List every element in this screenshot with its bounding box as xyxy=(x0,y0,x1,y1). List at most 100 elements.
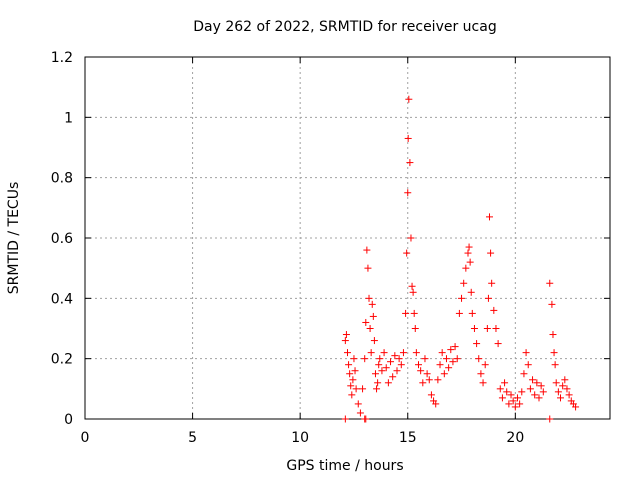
data-point xyxy=(397,361,405,369)
data-point xyxy=(488,279,496,287)
data-point xyxy=(382,364,390,372)
data-point xyxy=(366,325,374,332)
data-point xyxy=(505,400,513,408)
data-point xyxy=(550,349,558,357)
data-point xyxy=(369,312,377,320)
data-points xyxy=(341,95,580,423)
data-point xyxy=(417,367,425,375)
data-point xyxy=(367,349,375,357)
data-point xyxy=(511,403,519,411)
data-point xyxy=(362,415,370,423)
data-point xyxy=(565,391,573,399)
data-point xyxy=(546,279,554,287)
data-point xyxy=(365,294,373,302)
data-point xyxy=(451,343,459,351)
data-point xyxy=(466,258,474,266)
data-point xyxy=(354,400,362,408)
data-point xyxy=(526,385,534,393)
x-tick-label: 10 xyxy=(291,430,309,446)
data-point xyxy=(484,294,492,302)
data-point xyxy=(464,249,472,257)
data-point xyxy=(434,376,442,384)
data-point xyxy=(406,159,414,167)
data-point xyxy=(539,388,547,396)
data-point xyxy=(546,415,554,423)
data-point xyxy=(361,355,369,363)
data-point xyxy=(415,361,423,369)
data-point xyxy=(364,264,372,272)
x-tick-label: 20 xyxy=(506,430,524,446)
data-point xyxy=(375,361,383,369)
data-point xyxy=(341,415,349,423)
data-point xyxy=(371,370,379,378)
data-point xyxy=(449,358,457,366)
data-point xyxy=(516,400,524,408)
data-point xyxy=(363,246,371,254)
data-point xyxy=(349,376,357,384)
data-point xyxy=(359,385,367,393)
data-point xyxy=(378,367,386,375)
y-tick-label: 0 xyxy=(64,412,73,428)
data-point xyxy=(411,325,419,332)
data-point xyxy=(389,373,397,381)
data-point xyxy=(468,309,476,317)
data-point xyxy=(351,367,359,375)
y-tick-label: 0.2 xyxy=(51,352,73,368)
data-point xyxy=(470,325,478,332)
data-point xyxy=(483,325,491,332)
data-point xyxy=(438,349,446,357)
data-point xyxy=(455,309,463,317)
data-point xyxy=(475,355,483,363)
data-point xyxy=(387,358,395,366)
data-point xyxy=(341,337,349,345)
x-tick-label: 0 xyxy=(81,430,90,446)
data-point xyxy=(551,361,559,369)
y-tick-label: 0.6 xyxy=(51,231,73,247)
data-point xyxy=(494,340,502,348)
data-point xyxy=(537,382,545,390)
data-point xyxy=(498,394,506,402)
data-point xyxy=(380,349,388,357)
data-point xyxy=(402,309,410,317)
data-point xyxy=(344,349,351,357)
data-point xyxy=(346,370,354,378)
y-tick-label: 0.4 xyxy=(51,291,73,307)
data-point xyxy=(442,355,450,363)
data-point xyxy=(486,213,494,221)
data-point xyxy=(503,388,511,396)
data-point xyxy=(467,288,475,296)
data-point xyxy=(524,361,532,369)
data-point xyxy=(447,346,455,354)
data-point xyxy=(432,400,440,408)
data-point xyxy=(405,95,413,103)
data-point xyxy=(342,331,350,339)
data-point xyxy=(404,134,412,142)
data-point xyxy=(347,382,355,390)
data-point xyxy=(391,352,399,360)
data-point xyxy=(496,385,504,393)
data-point xyxy=(374,379,382,387)
data-point xyxy=(421,355,429,363)
data-point xyxy=(561,376,569,384)
x-tick-label: 15 xyxy=(399,430,417,446)
y-axis-label: SRMTID / TECUs xyxy=(6,182,22,295)
data-point xyxy=(399,349,407,357)
data-point xyxy=(362,318,370,326)
y-tick-label: 1.2 xyxy=(51,50,73,66)
data-point xyxy=(473,340,481,348)
data-point xyxy=(407,234,415,242)
data-point xyxy=(352,385,360,393)
data-point xyxy=(563,385,571,393)
data-point xyxy=(348,391,356,399)
data-point xyxy=(462,264,470,272)
data-point xyxy=(440,370,448,378)
data-point xyxy=(501,379,509,387)
data-point xyxy=(513,394,521,402)
data-point xyxy=(395,355,403,363)
data-point xyxy=(376,355,384,363)
data-point xyxy=(549,331,557,339)
data-point xyxy=(356,409,364,417)
data-point xyxy=(529,376,537,384)
